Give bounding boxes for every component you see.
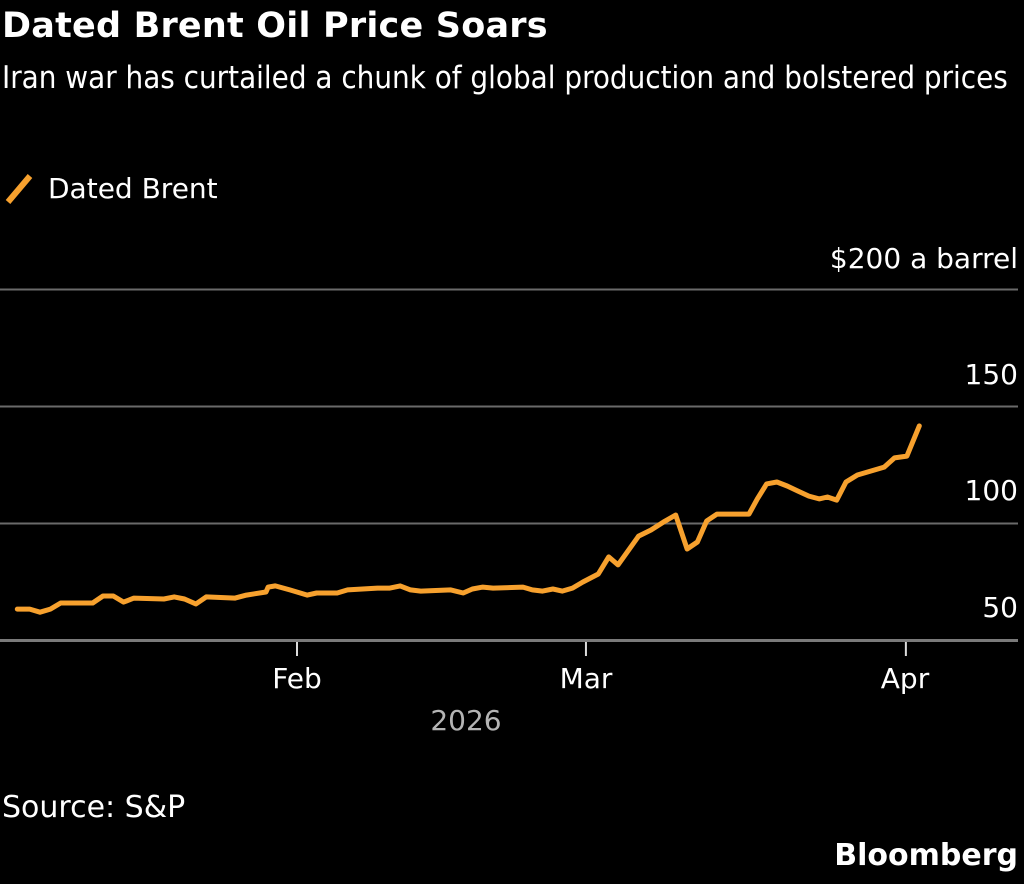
source-note: Source: S&P xyxy=(2,790,186,825)
x-tick-label-mar: Mar xyxy=(559,662,613,695)
chart-title: Dated Brent Oil Price Soars xyxy=(2,6,548,46)
x-axis-year-label: 2026 xyxy=(430,704,502,737)
x-tick-label-feb: Feb xyxy=(272,662,322,695)
x-tick-label-apr: Apr xyxy=(880,662,930,695)
legend: Dated Brent xyxy=(4,170,218,206)
y-tick-label-50: 50 xyxy=(982,591,1018,624)
y-tick-label-150: 150 xyxy=(964,358,1018,391)
series-line-dated-brent xyxy=(14,423,922,615)
legend-swatch-icon xyxy=(5,174,33,204)
legend-label: Dated Brent xyxy=(48,171,218,205)
bloomberg-logo: Bloomberg xyxy=(834,838,1018,873)
chart-subtitle: Iran war has curtailed a chunk of global… xyxy=(2,60,1008,96)
y-tick-label-100: 100 xyxy=(964,474,1018,507)
y-tick-label-200: $200 a barrel xyxy=(829,242,1018,275)
